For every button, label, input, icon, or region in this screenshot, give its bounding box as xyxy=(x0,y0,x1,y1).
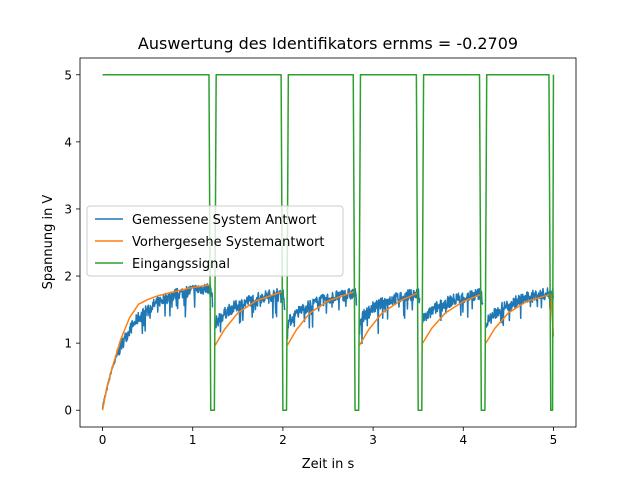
legend-box xyxy=(86,205,344,277)
plot-area xyxy=(101,74,555,411)
chart-title: Auswertung des Identifikators ernms = -0… xyxy=(138,34,518,53)
series-line-1 xyxy=(101,282,554,409)
x-tick-label: 5 xyxy=(550,433,558,447)
legend-label-2: Vorhergesehe Systemantwort xyxy=(132,235,325,250)
legend-label-3: Eingangssignal xyxy=(132,257,230,272)
y-tick-label: 3 xyxy=(64,202,72,216)
series-line-3 xyxy=(102,74,555,411)
y-tick-label: 5 xyxy=(64,68,72,82)
y-tick-label: 0 xyxy=(64,404,72,418)
y-tick-label: 4 xyxy=(64,135,72,149)
series-line-2 xyxy=(101,284,555,411)
x-tick-label: 4 xyxy=(459,433,467,447)
x-axis-label: Zeit in s xyxy=(302,457,355,472)
legend-label-1: Gemessene System Antwort xyxy=(132,213,317,228)
y-tick-label: 1 xyxy=(64,337,72,351)
x-tick-label: 3 xyxy=(369,433,377,447)
x-tick-label: 2 xyxy=(279,433,287,447)
x-tick-label: 0 xyxy=(99,433,107,447)
x-tick-label: 1 xyxy=(189,433,197,447)
axes: 0 1 2 3 4 5 0 1 2 3 4 5 xyxy=(64,57,577,447)
y-tick-label: 2 xyxy=(64,270,72,284)
y-axis-label: Spannung in V xyxy=(41,195,56,290)
legend: Gemessene System Antwort Vorhergesehe Sys… xyxy=(86,205,344,277)
axes-frame xyxy=(79,57,577,428)
